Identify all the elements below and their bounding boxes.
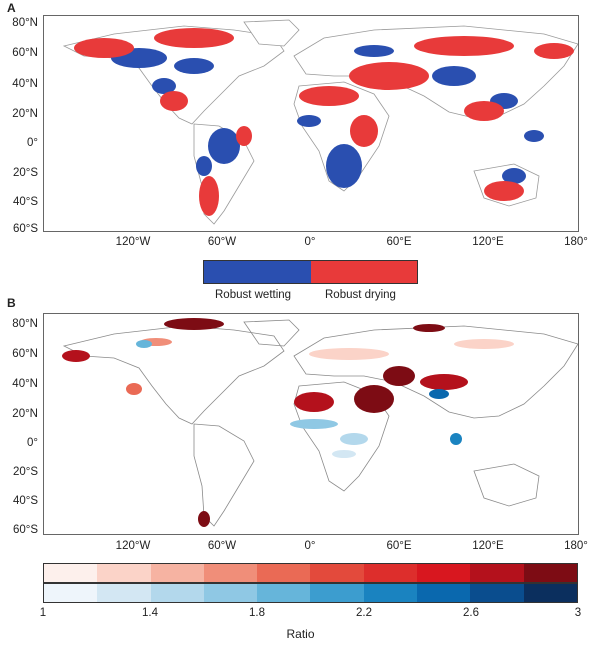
lon-label: 60°E	[386, 540, 412, 552]
red-scale-swatch	[150, 564, 204, 582]
lon-label: 0°	[304, 236, 316, 248]
red-scale-swatch	[310, 564, 364, 582]
lon-label: 180°	[564, 540, 588, 552]
colorbar-title: Ratio	[286, 627, 315, 641]
greenland-outline	[243, 19, 300, 47]
panel-a-letter: A	[7, 1, 16, 15]
lat-label: 0°	[27, 137, 38, 149]
lat-label: 20°N	[12, 108, 38, 120]
lon-label: 120°W	[115, 236, 151, 248]
legend-label-wetting: Robust wetting	[215, 289, 292, 301]
blue-scale-swatch	[417, 584, 471, 602]
red-scale-swatch	[257, 564, 311, 582]
blue-scale-swatch	[310, 584, 364, 602]
lat-label: 80°N	[12, 318, 38, 330]
legend-swatch-drying	[310, 261, 417, 283]
lat-label: 0°	[27, 437, 38, 449]
red-scale-swatch	[203, 564, 258, 582]
lon-label: 60°W	[207, 236, 237, 248]
lat-label: 60°S	[12, 524, 38, 536]
lat-label: 20°N	[12, 408, 38, 420]
red-scale-swatch	[523, 564, 577, 582]
colorbar-tick: 1.8	[249, 607, 265, 619]
blue-scale-swatch	[44, 584, 98, 602]
panel-b-map	[43, 313, 579, 535]
legend-label-drying: Robust drying	[325, 289, 396, 301]
blue-scale-swatch	[203, 584, 258, 602]
colorbar-tick: 2.6	[463, 607, 479, 619]
colorbar-tick: 1.4	[142, 607, 158, 619]
lat-label: 60°N	[12, 348, 38, 360]
panel-b-map-svg	[62, 318, 578, 527]
blue-scale-swatch	[470, 584, 524, 602]
drying-ratio-patches	[62, 318, 514, 527]
lon-label: 120°E	[472, 540, 504, 552]
lon-label: 120°E	[472, 236, 504, 248]
lon-label: 60°E	[386, 236, 412, 248]
red-scale-swatch	[44, 564, 98, 582]
blue-scale-swatch	[150, 584, 204, 602]
lat-label: 60°N	[12, 47, 38, 59]
lon-label: 0°	[304, 540, 316, 552]
blue-scale-swatch	[363, 584, 418, 602]
blue-scale-swatch	[523, 584, 577, 602]
lat-label: 20°S	[12, 466, 38, 478]
colorbar-blue-scale	[43, 583, 578, 603]
lat-label: 40°S	[12, 196, 38, 208]
panel-b-letter: B	[7, 296, 16, 310]
panel-a-legend	[203, 260, 418, 284]
colorbar-red-scale	[43, 563, 578, 583]
south-america-outline	[193, 423, 255, 527]
red-scale-swatch	[363, 564, 418, 582]
legend-swatch-wetting	[204, 261, 311, 283]
lat-label: 40°N	[12, 378, 38, 390]
lat-label: 80°N	[12, 17, 38, 29]
lon-label: 120°W	[115, 540, 151, 552]
lat-label: 60°S	[12, 223, 38, 235]
colorbar-tick: 2.2	[356, 607, 372, 619]
lon-label: 60°W	[207, 540, 237, 552]
lat-label: 20°S	[12, 167, 38, 179]
lat-label: 40°N	[12, 78, 38, 90]
panel-a-map-svg	[62, 19, 578, 225]
red-scale-swatch	[97, 564, 151, 582]
lat-label: 40°S	[12, 495, 38, 507]
colorbar-tick: 1	[39, 607, 47, 619]
panel-a-map	[43, 15, 579, 232]
wetting-ratio-patches	[136, 340, 462, 458]
australia-outline	[473, 463, 540, 507]
lon-label: 180°	[564, 236, 588, 248]
colorbar-tick: 3	[574, 607, 582, 619]
eurasia-outline	[293, 325, 578, 419]
north-america-outline	[62, 325, 285, 425]
greenland-outline	[243, 319, 300, 347]
red-scale-swatch	[417, 564, 471, 582]
blue-scale-swatch	[257, 584, 311, 602]
blue-scale-swatch	[97, 584, 151, 602]
red-scale-swatch	[470, 564, 524, 582]
